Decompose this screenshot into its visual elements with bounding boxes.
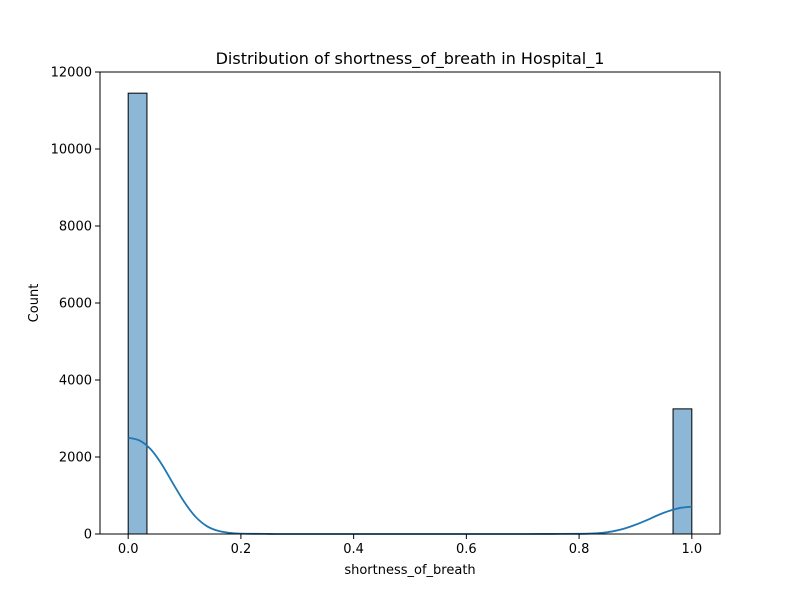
histogram-bar-2 — [672, 408, 693, 535]
y-tick-label: 10000 — [51, 143, 92, 158]
x-tick-label: 0.4 — [343, 542, 364, 557]
histogram-bar-1 — [127, 92, 148, 535]
x-tick-label: 1.0 — [681, 542, 702, 557]
kde-curve — [127, 436, 692, 535]
x-tick-label: 0.6 — [456, 542, 477, 557]
x-axis-label: shortness_of_breath — [344, 563, 475, 578]
y-axis-ticks: 0 2000 4000 6000 8000 10000 12000 — [51, 66, 100, 543]
y-tick-label: 8000 — [59, 220, 92, 235]
y-axis-label: Count — [27, 284, 42, 323]
x-tick-label: 0.0 — [118, 542, 139, 557]
y-tick-label: 12000 — [51, 66, 92, 81]
chart-title: Distribution of shortness_of_breath in H… — [216, 49, 605, 69]
x-axis-ticks: 0.0 0.2 0.4 0.6 0.8 1.0 — [118, 534, 702, 557]
histogram-bars — [127, 92, 693, 535]
kde-curve-group — [127, 436, 692, 535]
x-tick-label: 0.2 — [231, 542, 252, 557]
y-tick-label: 2000 — [59, 451, 92, 466]
y-tick-label: 0 — [84, 528, 92, 543]
x-tick-label: 0.8 — [569, 542, 590, 557]
y-tick-label: 4000 — [59, 374, 92, 389]
plot-frame — [99, 71, 721, 535]
y-tick-label: 6000 — [59, 297, 92, 312]
